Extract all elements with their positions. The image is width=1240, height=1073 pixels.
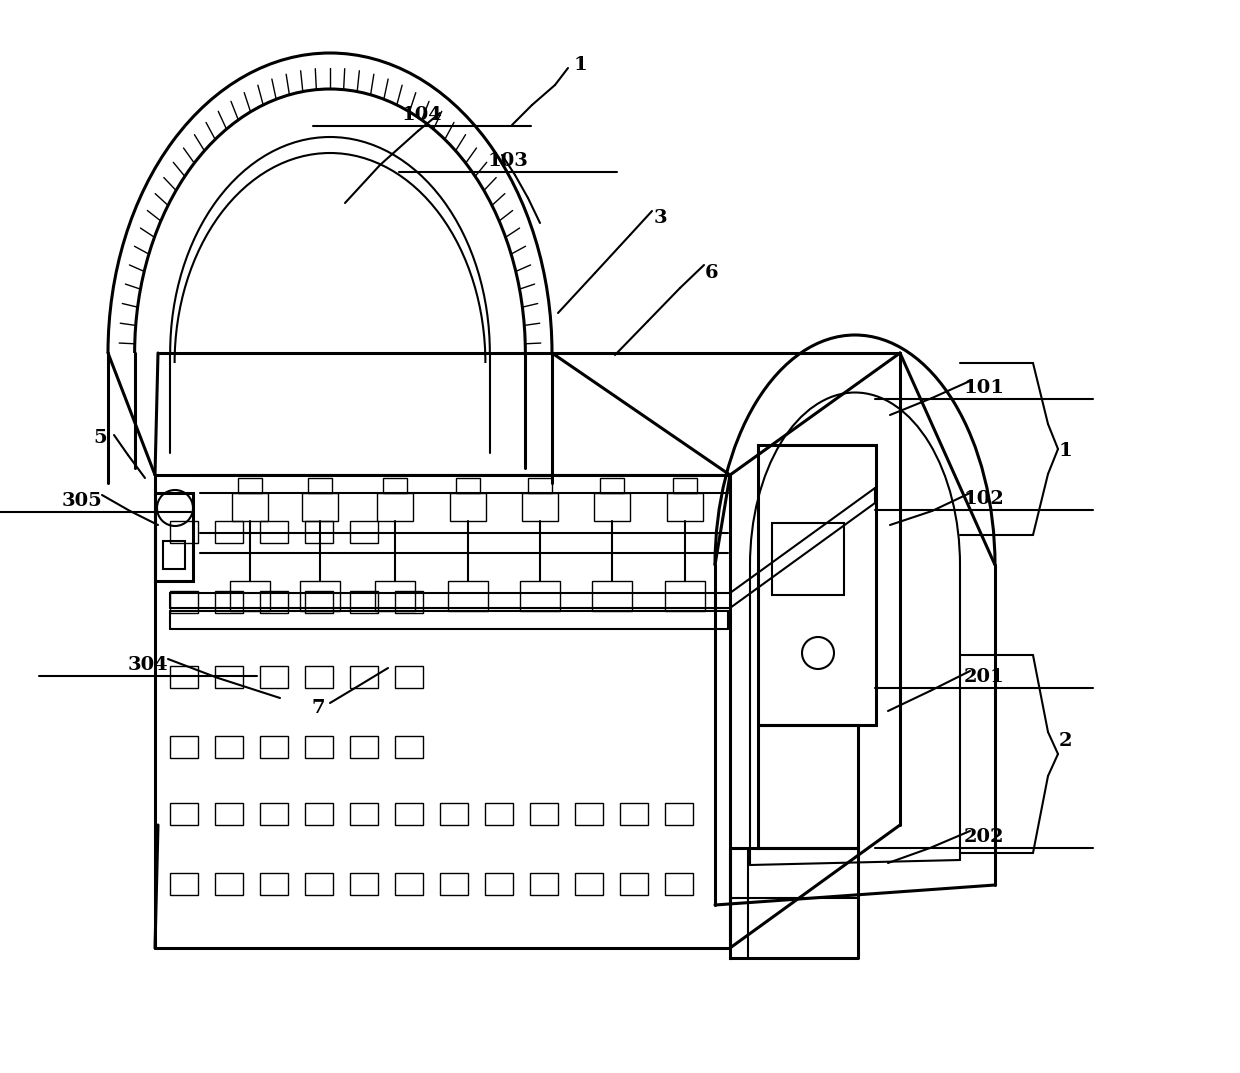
Bar xyxy=(350,873,378,895)
Bar xyxy=(485,803,513,825)
Bar xyxy=(170,521,198,543)
Bar xyxy=(170,803,198,825)
Bar xyxy=(673,477,697,493)
Text: 1: 1 xyxy=(1058,442,1071,460)
Text: 7: 7 xyxy=(311,699,325,717)
Bar xyxy=(396,736,423,758)
Text: 305: 305 xyxy=(62,493,103,510)
Bar xyxy=(155,493,193,580)
Text: 101: 101 xyxy=(963,379,1004,397)
Bar xyxy=(260,521,288,543)
Bar xyxy=(215,666,243,688)
Bar xyxy=(215,873,243,895)
Bar xyxy=(303,493,339,521)
Text: 5: 5 xyxy=(93,429,107,447)
Bar xyxy=(350,666,378,688)
Bar xyxy=(396,803,423,825)
Bar xyxy=(396,873,423,895)
Bar xyxy=(773,523,844,596)
Bar xyxy=(529,803,558,825)
Bar xyxy=(377,493,413,521)
Bar xyxy=(485,873,513,895)
Bar xyxy=(215,736,243,758)
Bar xyxy=(260,736,288,758)
Text: 102: 102 xyxy=(963,490,1004,508)
Bar xyxy=(350,591,378,613)
Bar xyxy=(520,580,560,611)
Bar xyxy=(594,493,630,521)
Bar xyxy=(305,803,334,825)
Bar xyxy=(305,591,334,613)
Bar xyxy=(450,493,486,521)
Bar xyxy=(170,591,198,613)
Text: 3: 3 xyxy=(653,209,667,227)
Bar xyxy=(440,873,467,895)
Bar xyxy=(260,666,288,688)
Bar xyxy=(300,580,340,611)
Bar xyxy=(374,580,415,611)
Bar xyxy=(667,493,703,521)
Bar xyxy=(620,873,649,895)
Bar xyxy=(260,803,288,825)
Bar xyxy=(396,591,423,613)
Bar xyxy=(383,477,407,493)
Bar xyxy=(170,736,198,758)
Bar xyxy=(522,493,558,521)
Text: 2: 2 xyxy=(1058,732,1071,750)
Bar xyxy=(215,591,243,613)
Bar xyxy=(591,580,632,611)
Bar xyxy=(308,477,332,493)
Bar xyxy=(305,736,334,758)
Bar xyxy=(665,580,706,611)
Bar xyxy=(305,873,334,895)
Bar xyxy=(162,541,185,569)
Bar xyxy=(456,477,480,493)
Bar xyxy=(238,477,262,493)
Bar xyxy=(232,493,268,521)
Bar xyxy=(170,666,198,688)
Text: 1: 1 xyxy=(573,56,587,74)
Text: 103: 103 xyxy=(487,152,528,170)
Bar xyxy=(170,873,198,895)
Bar xyxy=(350,521,378,543)
Bar xyxy=(575,873,603,895)
Bar xyxy=(215,521,243,543)
Bar xyxy=(305,521,334,543)
Bar xyxy=(260,591,288,613)
Bar xyxy=(396,666,423,688)
Bar xyxy=(665,803,693,825)
Bar xyxy=(529,873,558,895)
Bar xyxy=(440,803,467,825)
Bar xyxy=(600,477,624,493)
Bar xyxy=(575,803,603,825)
Text: 304: 304 xyxy=(128,656,169,674)
Bar xyxy=(305,666,334,688)
Bar xyxy=(229,580,270,611)
Text: 104: 104 xyxy=(402,106,443,124)
Text: 201: 201 xyxy=(963,668,1004,686)
Bar xyxy=(448,580,489,611)
Text: 202: 202 xyxy=(963,828,1004,846)
Bar xyxy=(758,445,875,725)
Bar xyxy=(215,803,243,825)
Bar xyxy=(350,736,378,758)
Bar xyxy=(350,803,378,825)
Bar xyxy=(260,873,288,895)
Bar xyxy=(620,803,649,825)
Bar xyxy=(528,477,552,493)
Text: 6: 6 xyxy=(706,264,719,282)
Bar xyxy=(665,873,693,895)
